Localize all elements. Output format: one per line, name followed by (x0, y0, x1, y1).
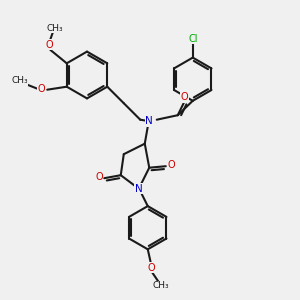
Text: O: O (181, 92, 188, 102)
Text: N: N (146, 116, 153, 126)
Text: O: O (95, 172, 103, 182)
Text: CH₃: CH₃ (152, 281, 169, 290)
Text: O: O (148, 263, 155, 273)
Text: Cl: Cl (188, 34, 197, 44)
Text: O: O (167, 160, 175, 170)
Text: O: O (46, 40, 53, 50)
Text: CH₃: CH₃ (11, 76, 28, 85)
Text: CH₃: CH₃ (46, 24, 63, 33)
Text: O: O (38, 84, 45, 94)
Text: N: N (135, 184, 142, 194)
